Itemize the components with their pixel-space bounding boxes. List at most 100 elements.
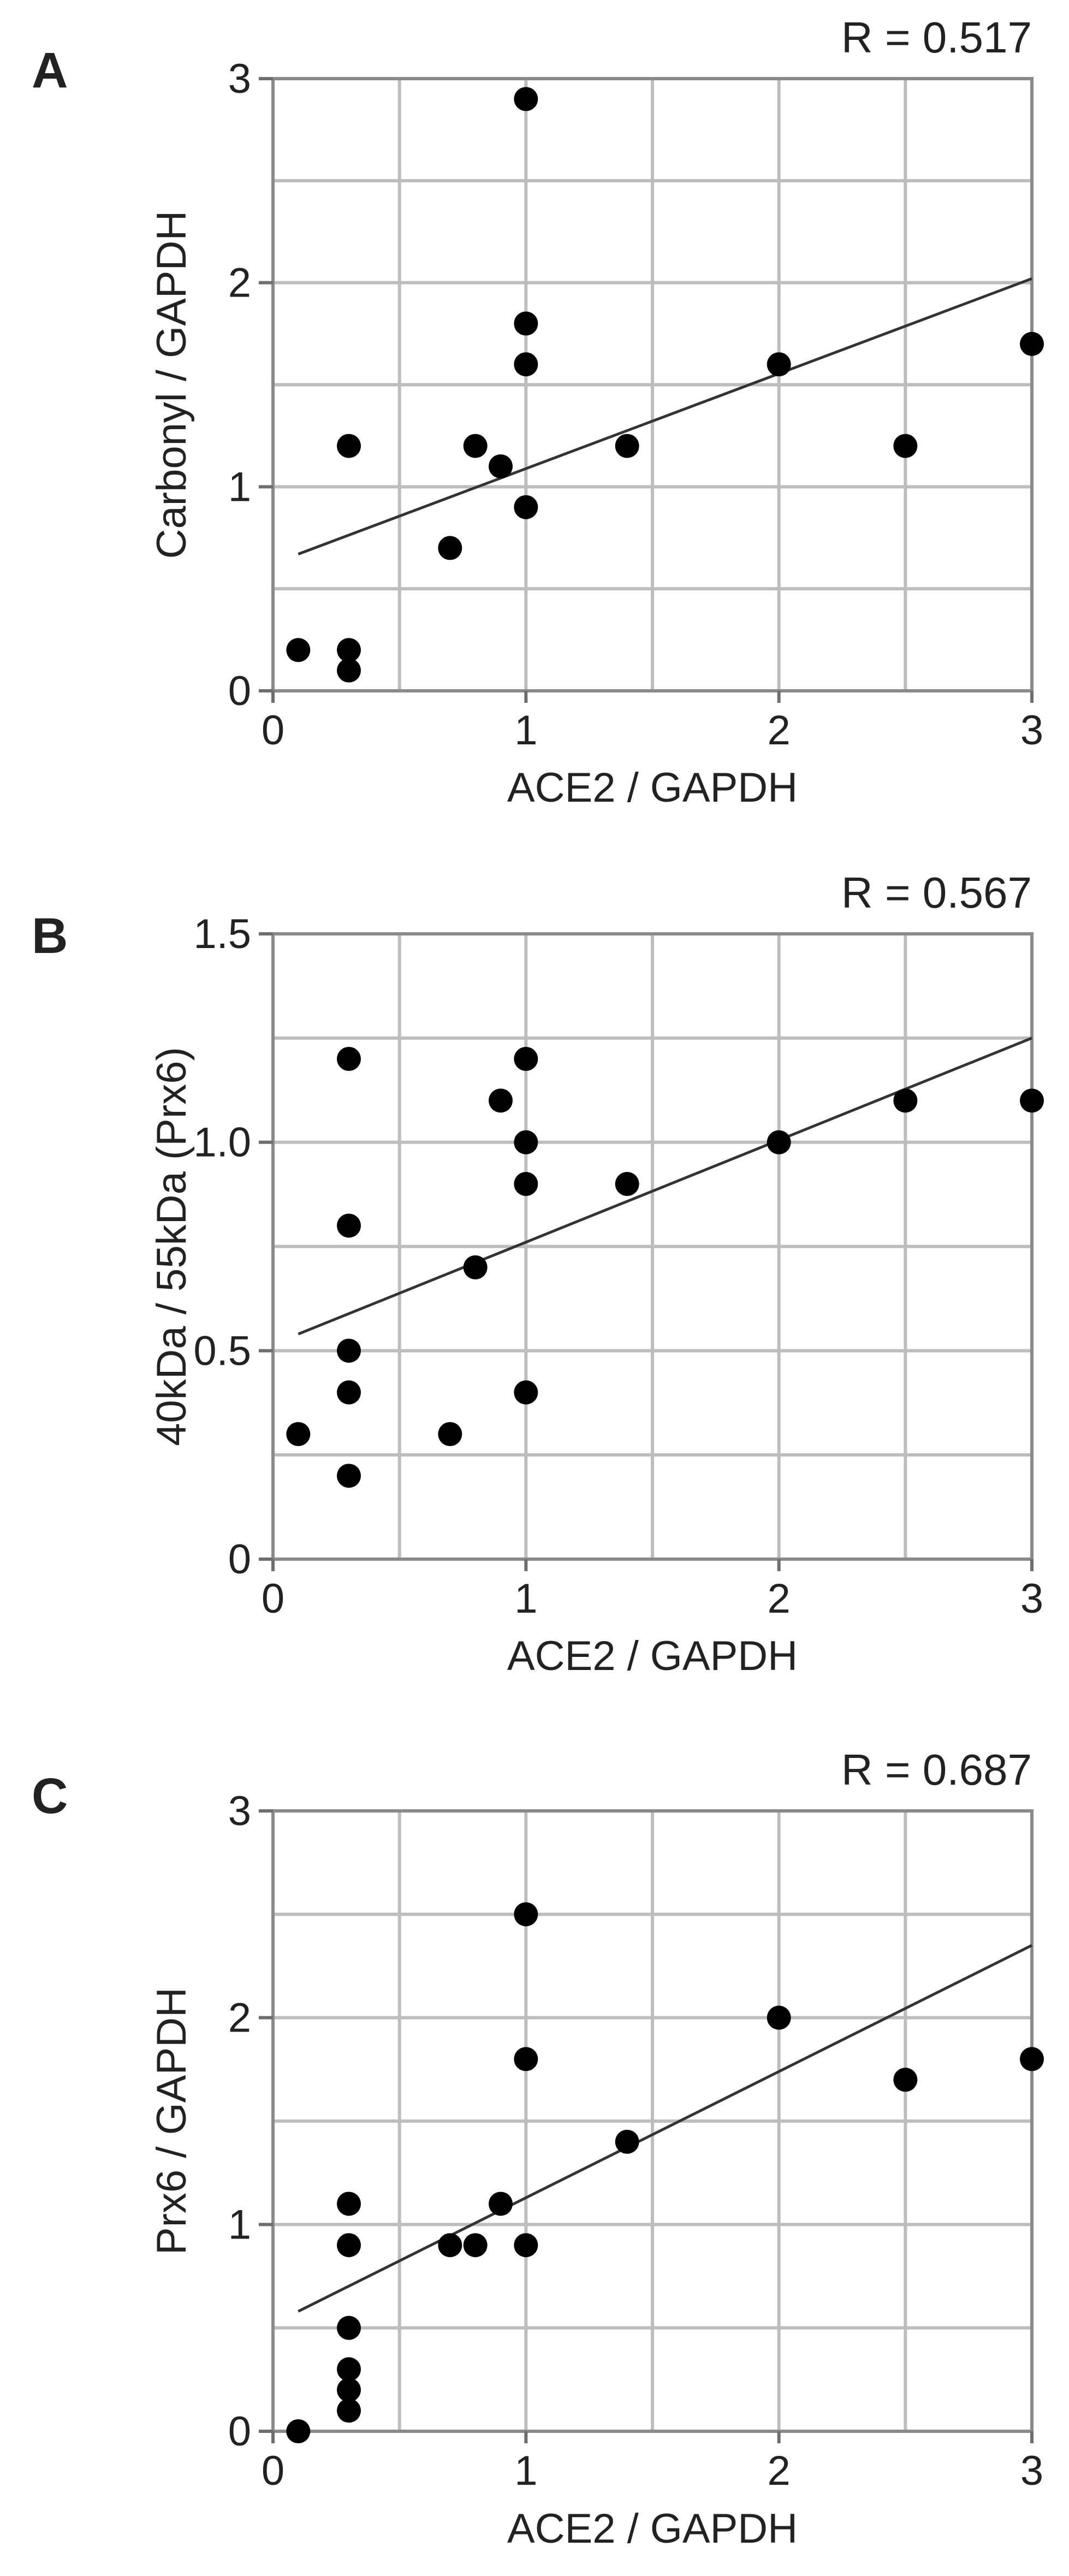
regression-line [298, 1037, 1032, 1336]
data-point [286, 2419, 311, 2443]
panel-letter: B [32, 908, 68, 964]
data-point [438, 536, 462, 560]
data-point [337, 2316, 361, 2340]
data-point [337, 2357, 361, 2382]
correlation-annotation: R = 0.687 [841, 1745, 1032, 1794]
data-point [337, 658, 361, 683]
data-points [286, 1902, 1044, 2443]
data-point [286, 638, 311, 662]
data-point [514, 1380, 538, 1405]
data-point [514, 2233, 538, 2258]
y-tick-label: 2 [228, 1995, 251, 2041]
data-points [286, 1047, 1044, 1488]
y-tick-label: 0 [228, 1536, 251, 1583]
data-point [489, 1088, 513, 1113]
data-point [337, 1339, 361, 1363]
x-tick-label: 1 [514, 707, 537, 754]
data-point [337, 2233, 361, 2258]
x-axis-title: ACE2 / GAPDH [507, 1633, 798, 1679]
panel-letter: C [32, 1768, 68, 1824]
panel-b: 0 0.5 1.0 1.5 0 1 2 3 B R = 0.567 ACE2 / GAPDH 40kD… [32, 868, 1044, 1679]
data-point [463, 434, 488, 458]
data-point [514, 495, 538, 519]
y-tick-label: 1 [228, 464, 251, 510]
data-point [514, 1902, 538, 1927]
data-point [893, 434, 918, 458]
gridlines [273, 934, 1032, 1559]
correlation-annotation: R = 0.567 [841, 868, 1032, 917]
x-tick-label: 3 [1020, 1576, 1043, 1622]
gridlines [273, 79, 1032, 691]
data-point [489, 2192, 513, 2216]
y-tick-label: 0 [228, 668, 251, 714]
data-point [489, 454, 513, 478]
data-point [337, 638, 361, 662]
data-point [337, 2378, 361, 2402]
data-point [514, 2047, 538, 2071]
data-point [893, 2068, 918, 2092]
plot-frame [271, 1809, 1034, 2433]
plot-frame [271, 77, 1034, 692]
data-point [337, 434, 361, 458]
x-tick-label: 1 [514, 1576, 537, 1622]
gridlines [273, 1811, 1032, 2431]
data-point [1020, 2047, 1044, 2071]
y-tick-label: 1 [228, 2201, 251, 2248]
y-tick-label: 3 [228, 1788, 251, 1834]
x-tick-label: 1 [514, 2448, 537, 2494]
data-point [1020, 331, 1044, 356]
x-tick-label: 3 [1020, 707, 1043, 754]
data-point [463, 1255, 488, 1280]
x-axis-title: ACE2 / GAPDH [507, 2506, 798, 2552]
panel-letter: A [32, 43, 68, 98]
panel-a: 0 1 2 3 0 1 2 3 A R = 0.517 ACE2 / GAPDH Carbonyl /… [32, 13, 1044, 811]
y-tick-label: 1.5 [193, 911, 251, 957]
data-point [514, 1172, 538, 1196]
regression-line [298, 1944, 1033, 2313]
data-point [615, 1172, 639, 1196]
y-tick-label: 2 [228, 260, 251, 306]
y-axis-title: Carbonyl / GAPDH [149, 211, 195, 559]
data-point [438, 1422, 462, 1446]
data-point [337, 1380, 361, 1405]
data-point [514, 311, 538, 336]
panel-c: 0 1 2 3 0 1 2 3 C R = 0.687 ACE2 / GAPDH Prx6 / GAP… [32, 1745, 1044, 2552]
data-point [463, 2233, 488, 2258]
data-point [438, 2233, 462, 2258]
data-point [337, 2192, 361, 2216]
data-point [767, 352, 791, 377]
y-tick-label: 1.0 [193, 1120, 251, 1166]
regression-line [298, 277, 1032, 555]
y-axis-title: 40kDa / 55kDa (Prx6) [149, 1047, 195, 1446]
data-point [337, 1047, 361, 1071]
data-point [514, 87, 538, 111]
data-point [514, 1047, 538, 1071]
data-point [767, 1130, 791, 1154]
y-tick-label: 0.5 [193, 1328, 251, 1374]
data-point [337, 1213, 361, 1238]
x-tick-label: 3 [1020, 2448, 1043, 2494]
y-tick-label: 0 [228, 2408, 251, 2455]
correlation-annotation: R = 0.517 [841, 13, 1032, 62]
x-tick-label: 0 [262, 1576, 284, 1622]
x-axis-title: ACE2 / GAPDH [507, 765, 798, 811]
data-point [337, 2399, 361, 2423]
plot-frame [271, 932, 1034, 1561]
data-point [1020, 1088, 1044, 1113]
y-axis-title: Prx6 / GAPDH [149, 1987, 195, 2255]
x-tick-label: 0 [262, 2448, 284, 2494]
x-tick-label: 2 [768, 2448, 791, 2494]
data-point [514, 1130, 538, 1154]
data-point [615, 434, 639, 458]
y-tick-label: 3 [228, 56, 251, 102]
data-point [615, 2129, 639, 2154]
x-tick-label: 0 [262, 707, 284, 754]
x-tick-label: 2 [768, 1576, 791, 1622]
data-points [286, 87, 1044, 683]
data-point [514, 352, 538, 377]
x-tick-label: 2 [768, 707, 791, 754]
data-point [337, 1464, 361, 1488]
data-point [893, 1088, 918, 1113]
data-point [286, 1422, 311, 1446]
